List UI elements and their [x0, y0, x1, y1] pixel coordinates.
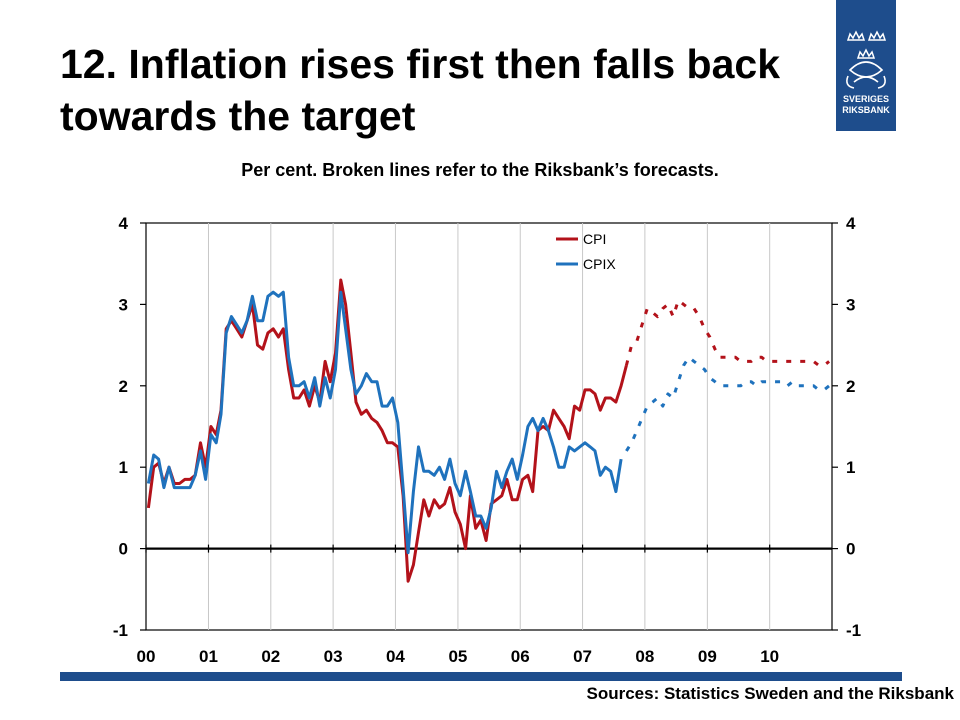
y-tick-label-left: 4	[119, 214, 129, 233]
legend-label-cpi: CPI	[583, 231, 606, 247]
y-tick-label-left: -1	[113, 621, 128, 640]
series-line-cpix	[146, 290, 623, 555]
crown-icon	[846, 30, 887, 59]
page-title: 12. Inflation rises first then falls bac…	[60, 41, 781, 139]
y-tick-label-right: 1	[846, 458, 855, 477]
y-tick-label-right: -1	[846, 621, 861, 640]
y-tick-label-left: 1	[119, 458, 128, 477]
x-tick-label: 07	[573, 647, 592, 666]
x-tick-label: 04	[386, 647, 405, 666]
series-line-cpix-forecast	[625, 355, 831, 452]
riksbank-logo: SVERIGES RIKSBANK	[836, 0, 896, 131]
plot-area	[145, 222, 833, 631]
x-tick-label: 02	[261, 647, 280, 666]
seal-icon	[846, 61, 886, 89]
x-tick-label: 01	[199, 647, 218, 666]
sources-note: Sources: Statistics Sweden and the Riksb…	[586, 684, 954, 703]
y-tick-label-left: 3	[119, 295, 128, 314]
x-tick-label: 03	[324, 647, 343, 666]
y-tick-label-left: 2	[119, 377, 128, 396]
footer-bar	[60, 672, 902, 681]
series-line-cpi	[146, 278, 628, 583]
y-tick-label-right: 3	[846, 295, 855, 314]
svg-text:RIKSBANK: RIKSBANK	[842, 105, 890, 115]
x-tick-label: 08	[635, 647, 654, 666]
svg-text:SVERIGES: SVERIGES	[843, 94, 889, 104]
chart-subtitle: Per cent. Broken lines refer to the Riks…	[241, 160, 719, 180]
legend-label-cpix: CPIX	[583, 256, 616, 272]
x-tick-label: 09	[698, 647, 717, 666]
x-tick-label: 10	[760, 647, 779, 666]
x-tick-label: 05	[448, 647, 467, 666]
series-line-cpi-forecast	[624, 298, 831, 367]
x-tick-label: 06	[511, 647, 530, 666]
x-tick-label: 00	[137, 647, 156, 666]
y-tick-label-right: 2	[846, 377, 855, 396]
y-tick-label-right: 4	[846, 214, 856, 233]
y-tick-label-right: 0	[846, 540, 855, 559]
y-tick-label-left: 0	[119, 540, 128, 559]
